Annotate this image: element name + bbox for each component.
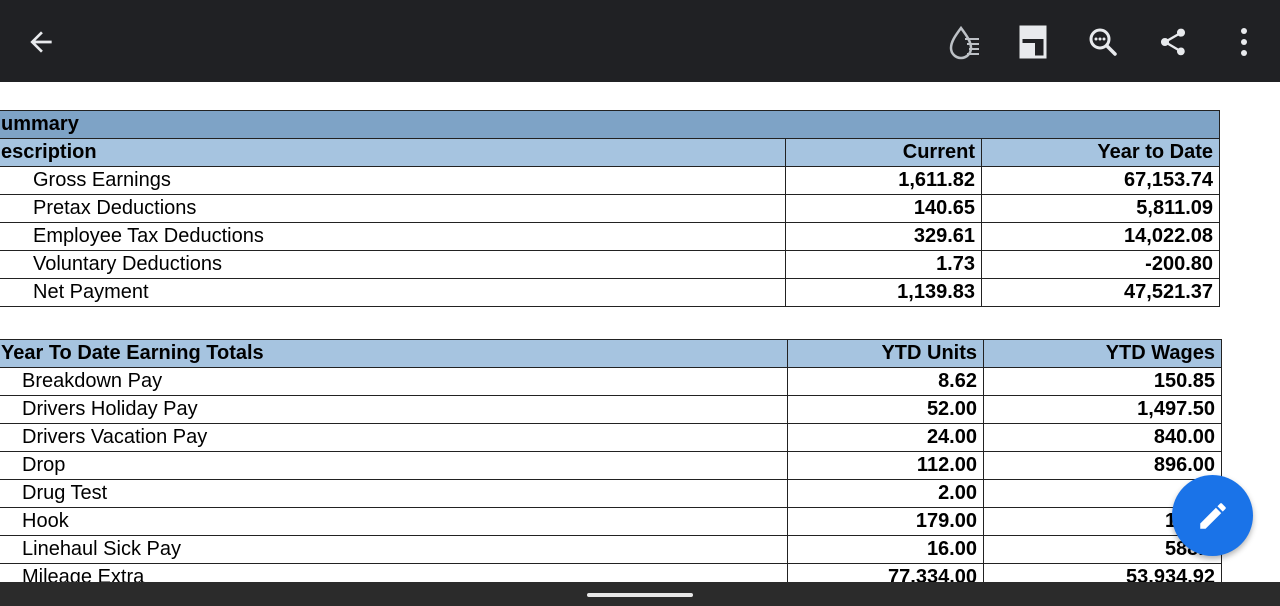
- reader-mode-button[interactable]: [941, 20, 985, 64]
- ytd-value: 47,521.37: [980, 278, 1221, 307]
- summary-table: ummary escription Current Year to Date G…: [0, 110, 1221, 307]
- bookmark-icon: [1019, 25, 1047, 59]
- units-value: 16.00: [787, 535, 984, 564]
- ytd-value: -200.80: [980, 250, 1221, 279]
- wages-value: 53,934.92: [983, 563, 1222, 582]
- current-value: 1,139.83: [785, 278, 982, 307]
- back-button[interactable]: [19, 20, 63, 64]
- edit-pencil-icon: [1199, 502, 1226, 529]
- current-value: 140.65: [785, 194, 982, 223]
- table-row: Gross Earnings 1,611.82 67,153.74: [0, 166, 1221, 195]
- system-nav-bar: [0, 582, 1280, 606]
- gesture-handle[interactable]: [587, 593, 693, 597]
- units-value: 2.00: [787, 479, 984, 508]
- description-header: escription: [0, 138, 786, 167]
- document-page: ummary escription Current Year to Date G…: [0, 82, 1280, 582]
- wages-value: 896.00: [983, 451, 1222, 480]
- current-value: 1.73: [785, 250, 982, 279]
- table-row: Pretax Deductions 140.65 5,811.09: [0, 194, 1221, 223]
- table-row: Hook 179.00 1,432: [0, 507, 1222, 536]
- current-value: 329.61: [785, 222, 982, 251]
- ink-reader-mode-icon: [949, 25, 979, 60]
- row-label: Drop: [0, 451, 788, 480]
- back-arrow-icon: [30, 31, 52, 53]
- row-label: Voluntary Deductions: [0, 250, 786, 279]
- table-row: Employee Tax Deductions 329.61 14,022.08: [0, 222, 1221, 251]
- row-label: Linehaul Sick Pay: [0, 535, 788, 564]
- units-value: 77,334.00: [787, 563, 984, 582]
- summary-title-row: ummary: [0, 110, 1221, 139]
- ytd-earnings-header-row: Year To Date Earning Totals YTD Units YT…: [0, 339, 1222, 368]
- units-value: 24.00: [787, 423, 984, 452]
- search-button[interactable]: [1081, 20, 1125, 64]
- table-row: Linehaul Sick Pay 16.00 588.0: [0, 535, 1222, 564]
- table-row: Drivers Vacation Pay 24.00 840.00: [0, 423, 1222, 452]
- ytd-units-header: YTD Units: [787, 339, 984, 368]
- row-label: Mileage Extra: [0, 563, 788, 582]
- wages-value: 840.00: [983, 423, 1222, 452]
- row-label: Drivers Vacation Pay: [0, 423, 788, 452]
- row-label: Drug Test: [0, 479, 788, 508]
- ytd-value: 14,022.08: [980, 222, 1221, 251]
- wages-value: 1,497.50: [983, 395, 1222, 424]
- row-label: Hook: [0, 507, 788, 536]
- more-options-button[interactable]: [1222, 20, 1266, 64]
- current-header: Current: [785, 138, 982, 167]
- search-icon: [1089, 28, 1117, 56]
- table-row: Breakdown Pay 8.62 150.85: [0, 367, 1222, 396]
- share-button[interactable]: [1151, 20, 1195, 64]
- ytd-value: 67,153.74: [980, 166, 1221, 195]
- table-row: Drivers Holiday Pay 52.00 1,497.50: [0, 395, 1222, 424]
- ytd-earnings-title: Year To Date Earning Totals: [0, 339, 788, 368]
- summary-header-row: escription Current Year to Date: [0, 138, 1221, 167]
- summary-title: ummary: [0, 110, 1221, 139]
- units-value: 112.00: [787, 451, 984, 480]
- row-label: Pretax Deductions: [0, 194, 786, 223]
- row-label: Net Payment: [0, 278, 786, 307]
- ytd-wages-header: YTD Wages: [983, 339, 1222, 368]
- year-to-date-header: Year to Date: [980, 138, 1221, 167]
- bookmark-button[interactable]: [1011, 20, 1055, 64]
- row-label: Employee Tax Deductions: [0, 222, 786, 251]
- units-value: 52.00: [787, 395, 984, 424]
- more-vert-icon: [1241, 28, 1247, 56]
- app-toolbar: [0, 0, 1280, 82]
- row-label: Drivers Holiday Pay: [0, 395, 788, 424]
- units-value: 8.62: [787, 367, 984, 396]
- row-label: Gross Earnings: [0, 166, 786, 195]
- table-row: Drug Test 2.00 30.: [0, 479, 1222, 508]
- table-row: Voluntary Deductions 1.73 -200.80: [0, 250, 1221, 279]
- ytd-earnings-table: Year To Date Earning Totals YTD Units YT…: [0, 339, 1222, 582]
- row-label: Breakdown Pay: [0, 367, 788, 396]
- current-value: 1,611.82: [785, 166, 982, 195]
- table-row: Net Payment 1,139.83 47,521.37: [0, 278, 1221, 307]
- ytd-value: 5,811.09: [980, 194, 1221, 223]
- table-row: Mileage Extra 77,334.00 53,934.92: [0, 563, 1222, 582]
- units-value: 179.00: [787, 507, 984, 536]
- wages-value: 150.85: [983, 367, 1222, 396]
- share-icon: [1161, 28, 1185, 56]
- edit-fab-button[interactable]: [1172, 475, 1253, 556]
- table-row: Drop 112.00 896.00: [0, 451, 1222, 480]
